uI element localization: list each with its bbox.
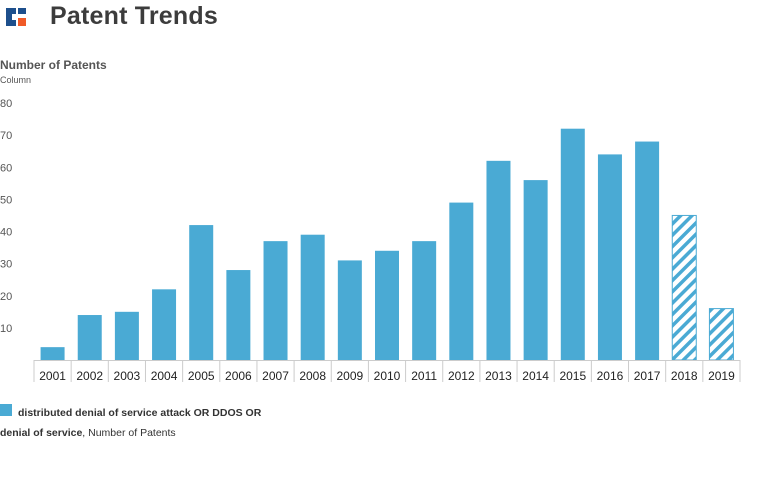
x-tick-label: 2002: [76, 369, 103, 383]
bar-2009[interactable]: [337, 260, 362, 360]
legend-swatch[interactable]: [0, 404, 12, 416]
bar-2003[interactable]: [114, 311, 139, 360]
legend-series-name: distributed denial of service attack OR …: [0, 407, 262, 439]
y-tick-label: 80: [0, 98, 12, 110]
bar-2006[interactable]: [226, 270, 251, 360]
bar-2002[interactable]: [77, 315, 102, 360]
bar-2013[interactable]: [486, 160, 511, 360]
y-tick-label: 60: [0, 162, 12, 174]
x-tick-label: 2018: [671, 369, 698, 383]
bar-2019[interactable]: [708, 308, 734, 361]
legend-series-measure: , Number of Patents: [82, 427, 176, 439]
y-tick-label: 50: [0, 194, 12, 206]
bar-2015[interactable]: [560, 128, 585, 360]
x-tick-label: 2008: [299, 369, 326, 383]
x-axis: 2001 2002 2003 2004 2005 2006 2007 2008 2009 2010…: [33, 360, 741, 383]
x-tick-label: 2012: [448, 369, 475, 383]
chart-subtitle: Column: [0, 75, 32, 85]
header: Patent Trends: [0, 0, 768, 40]
x-tick-label: 2015: [559, 369, 586, 383]
x-tick-label: 2007: [262, 369, 289, 383]
x-tick-label: 2017: [634, 369, 661, 383]
chart-title: Number of Patents: [0, 58, 107, 72]
bar-2016[interactable]: [597, 154, 622, 360]
bar-2010[interactable]: [375, 250, 399, 360]
y-tick-label: 40: [0, 227, 12, 239]
y-tick-label: 20: [0, 291, 12, 303]
y-tick-label: 10: [0, 323, 12, 335]
bar-2007[interactable]: [263, 241, 288, 360]
x-tick-label: 2011: [411, 369, 437, 383]
x-tick-label: 2004: [151, 369, 178, 383]
x-tick-label: 2006: [225, 369, 252, 383]
bar-2012[interactable]: [449, 202, 474, 360]
company-logo-icon[interactable]: [4, 6, 28, 28]
x-tick-label: 2016: [597, 369, 624, 383]
x-tick-label: 2010: [374, 369, 401, 383]
x-tick-label: 2001: [39, 369, 66, 383]
y-tick-label: 70: [0, 130, 12, 142]
x-tick-label: 2013: [485, 369, 512, 383]
bars-group: [40, 128, 734, 361]
x-tick-label: 2003: [114, 369, 141, 383]
bar-2014[interactable]: [523, 180, 548, 360]
bar-2018[interactable]: [671, 214, 697, 361]
legend-label[interactable]: distributed denial of service attack OR …: [0, 403, 290, 443]
y-tick-label: 30: [0, 259, 12, 271]
page-title: Patent Trends: [50, 2, 218, 30]
bar-2011[interactable]: [412, 241, 437, 360]
y-axis: 10 20 30 40 50 60 70 80: [0, 98, 12, 335]
bar-2005[interactable]: [189, 225, 214, 360]
x-tick-label: 2019: [708, 369, 735, 383]
x-tick-label: 2005: [188, 369, 215, 383]
bar-2004[interactable]: [152, 289, 177, 360]
x-tick-label: 2014: [522, 369, 549, 383]
bar-2008[interactable]: [300, 234, 325, 360]
x-tick-label: 2009: [336, 369, 363, 383]
bar-2001[interactable]: [40, 347, 65, 360]
bar-2017[interactable]: [635, 141, 660, 360]
